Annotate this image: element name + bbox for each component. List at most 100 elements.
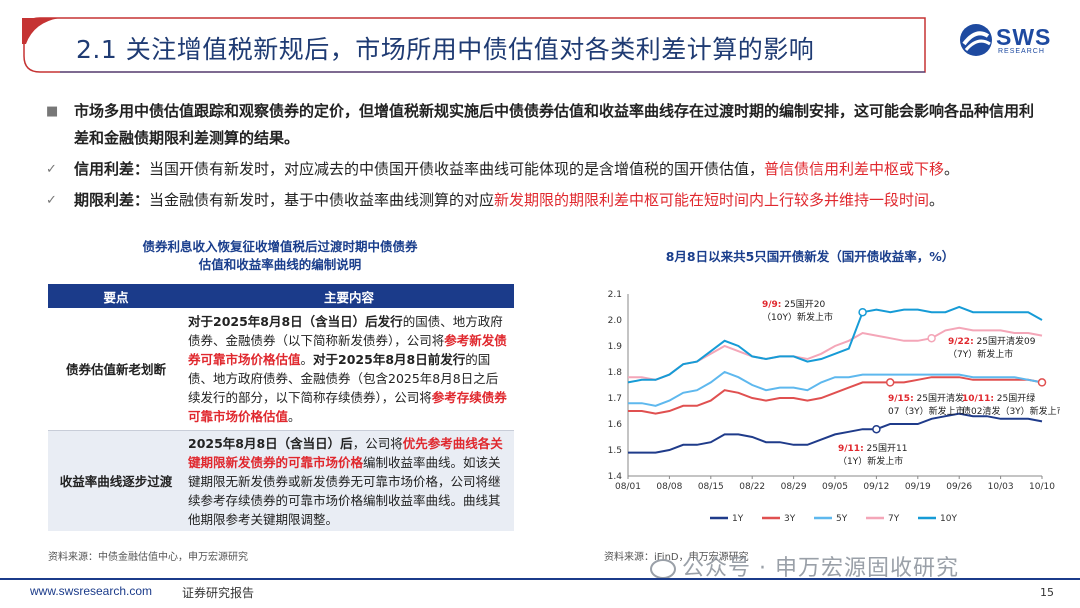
annotation-date: 9/9: — [762, 300, 781, 310]
table-title: 债券利息收入恢复征收增值税后过渡时期中债债券 估值和收益率曲线的编制说明 — [60, 238, 500, 274]
bullet-text: 当金融债有新发时，基于中债收益率曲线测算的对应 — [149, 191, 495, 209]
cell-text: 的国债、地方政府债券、金融债券（包含2025年8月8日之后续发行的部分，以下简称… — [188, 352, 499, 405]
source-note-right: 资料来源：iFinD，申万宏源研究 — [604, 552, 749, 563]
annotation-sublabel: 07（3Y）新发上市 — [888, 405, 965, 417]
title-bar-shape — [22, 17, 926, 73]
cell-bold-text: 对于2025年8月8日（含当日）后发行 — [188, 314, 403, 329]
cell-highlight: 参考存续债券可靠市场价格估值 — [188, 390, 507, 424]
table-row-head: 债券估值新老划断 — [48, 308, 184, 431]
y-tick-label: 1.7 — [608, 394, 622, 404]
cell-bold-text: 2025年8月8日（含当日）后 — [188, 435, 353, 451]
bullet-label: 信用利差： — [74, 160, 150, 178]
x-tick-label: 08/22 — [739, 482, 765, 492]
cell-text: 。 — [300, 352, 314, 367]
y-tick-label: 1.9 — [608, 342, 623, 352]
annotation-marker — [872, 424, 881, 434]
annotation-sublabel: （7Y）新发上市 — [948, 348, 1013, 360]
wechat-icon — [650, 559, 676, 579]
legend-label: 5Y — [836, 514, 848, 524]
cell-text: ，公司将 — [352, 435, 403, 451]
table-row: 债券估值新老划断 对于2025年8月8日（含当日）后发行的国债、地方政府债券、金… — [48, 308, 514, 431]
footer-url-link[interactable]: www.swsresearch.com — [30, 584, 153, 598]
x-tick-label: 08/29 — [781, 482, 807, 492]
sws-logo-icon — [960, 24, 992, 56]
x-tick-label: 09/05 — [822, 482, 848, 492]
y-tick-label: 1.8 — [608, 368, 623, 378]
y-tick-label: 1.5 — [608, 446, 622, 456]
legend-label: 7Y — [888, 514, 900, 524]
x-tick-label: 08/15 — [698, 482, 724, 492]
x-tick-label: 09/12 — [863, 482, 889, 492]
chart-title: 8月8日以来共5只国开债新发（国开债收益率，%） — [665, 249, 955, 264]
y-tick-label: 1.4 — [608, 472, 623, 482]
legend-label: 3Y — [784, 514, 796, 524]
x-tick-label: 10/03 — [988, 482, 1014, 492]
annotation-label: 9/15: 25国开清发 — [888, 392, 964, 404]
annotation-sublabel: 债02清发（3Y）新发上市 — [962, 405, 1060, 417]
cell-text: 编制收益率曲线。如该关键期限无新发债券或新发债券无可靠市场价格，公司将继续参考存… — [188, 454, 501, 527]
bullet-highlight: 新发期限的期限利差中枢可能在短时间内上行较多并维持一段时间 — [494, 191, 930, 209]
bullet-item: ✓ 期限利差：当金融债有新发时，基于中债收益率曲线测算的对应新发期限的期限利差中… — [44, 187, 1044, 214]
info-table: 要点 主要内容 债券估值新老划断 对于2025年8月8日（含当日）后发行的国债、… — [48, 284, 514, 531]
annotation-sublabel: （10Y）新发上市 — [762, 311, 833, 323]
annotation-date: 9/11: — [838, 444, 864, 454]
cell-bold-text: 对于2025年8月8日前发行 — [313, 352, 466, 367]
annotation-bond: 25国开清发 — [914, 392, 964, 404]
series-line-5y — [628, 370, 1043, 407]
legend-label: 10Y — [940, 514, 957, 524]
annotation-marker — [1037, 378, 1047, 387]
logo-subtext: RESEARCH — [998, 48, 1045, 55]
source-note-left: 资料来源：中债金融估值中心，申万宏源研究 — [48, 552, 248, 563]
watermark-text: 公众号 · 申万宏源固收研究 — [682, 556, 959, 581]
watermark: 公众号 · 申万宏源固收研究 — [650, 550, 959, 582]
y-tick-label: 2.0 — [608, 316, 623, 326]
cell-text: 的国债、地方政府债券、金融债券（以下简称新发债券），公司将 — [188, 314, 503, 348]
annotation-sublabel: （1Y）新发上市 — [838, 455, 903, 467]
sws-logo: SWS RESEARCH — [958, 22, 1058, 60]
bullet-text-end: 。 — [944, 160, 960, 178]
y-tick-label: 1.6 — [608, 420, 623, 430]
y-tick-label: 2.1 — [608, 290, 622, 300]
table-cell: 对于2025年8月8日（含当日）后发行的国债、地方政府债券、金融债券（以下简称新… — [184, 308, 514, 431]
annotation-bond: 25国开绿 — [994, 392, 1035, 404]
square-bullet-icon: ■ — [46, 104, 59, 119]
x-tick-label: 09/26 — [946, 482, 972, 492]
yield-line-chart: 1.4 1.5 1.6 1.7 1.8 1.9 2.0 2.1 08/01 08/08 08/15 0… — [608, 290, 1060, 524]
annotation-date: 10/11: — [962, 394, 994, 404]
annotation-marker — [885, 378, 895, 387]
logo-text: SWS — [996, 24, 1052, 50]
annotation-label: 10/11: 25国开绿 — [962, 392, 1035, 404]
annotation-bond: 25国开清发09 — [974, 335, 1036, 347]
x-tick-label: 10/10 — [1029, 482, 1055, 492]
check-icon: ✓ — [46, 193, 57, 208]
bullet-list: ■ 市场多用中债估值跟踪和观察债券的定价，但增值税新规实施后中债债券估值和收益率… — [44, 98, 1044, 214]
annotation-marker — [858, 307, 867, 317]
annotation-date: 9/22: — [948, 337, 974, 347]
bullet-highlight: 普信债信用利差中枢或下移 — [764, 160, 945, 178]
legend-label: 1Y — [732, 514, 744, 524]
bullet-label: 期限利差： — [74, 191, 150, 209]
bullet-item: ✓ 信用利差：当国开债有新发时，对应减去的中债国开债收益率曲线可能体现的是含增值… — [44, 156, 1044, 183]
annotation-label: 9/22: 25国开清发09 — [948, 335, 1036, 347]
footer-report-label: 证券研究报告 — [182, 586, 255, 600]
footer-divider — [0, 578, 1080, 580]
bullet-item: ■ 市场多用中债估值跟踪和观察债券的定价，但增值税新规实施后中债债券估值和收益率… — [44, 98, 1044, 152]
annotation-label: 9/11: 25国开11 — [838, 443, 907, 454]
series-line-3y — [628, 376, 1043, 415]
annotation-label: 9/9: 25国开20 — [762, 299, 825, 310]
table-cell: 2025年8月8日（含当日）后，公司将优先参考曲线各关键期限新发债券的可靠市场价… — [184, 430, 514, 531]
title-bar: 2.1 关注增值税新规后，市场所用中债估值对各类利差计算的影响 — [20, 14, 940, 76]
bullet-text-end: 。 — [929, 191, 945, 209]
annotation-date: 9/15: — [888, 394, 914, 404]
x-tick-label: 09/19 — [905, 482, 931, 492]
table-header-cell: 主要内容 — [184, 284, 514, 308]
series-line-10y — [627, 305, 1043, 384]
page-title: 2.1 关注增值税新规后，市场所用中债估值对各类利差计算的影响 — [76, 35, 815, 64]
table-header-row: 要点 主要内容 — [48, 284, 514, 308]
annotation-marker — [927, 333, 936, 343]
annotation-bond: 25国开11 — [864, 443, 908, 454]
series-line-1y — [628, 412, 1043, 454]
cell-text: 。 — [288, 409, 301, 424]
x-tick-label: 08/01 — [615, 482, 641, 492]
page-number: 15 — [1040, 586, 1054, 599]
